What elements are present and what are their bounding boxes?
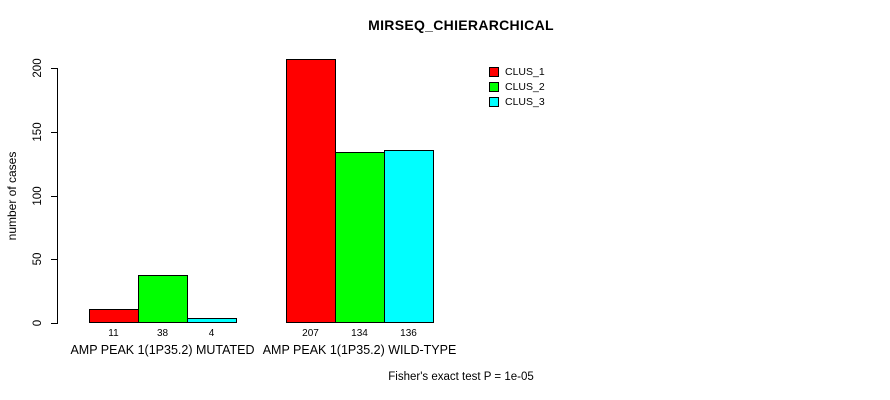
y-tick-200 [51,68,58,69]
bar-value-label-clus_1-group1: 11 [108,328,119,339]
bar-value-label-clus_1-group2: 207 [302,328,319,339]
legend: CLUS_1 CLUS_2 CLUS_3 [489,64,545,109]
chart-title: MIRSEQ_CHIERARCHICAL [368,17,554,33]
footer-annotation: Fisher's exact test P = 1e-05 [388,371,534,383]
y-tick-150 [51,132,58,133]
bar-clus_3-group2 [384,150,434,323]
category-label-group2: AMP PEAK 1(1P35.2) WILD-TYPE [262,343,457,357]
legend-swatch-clus1 [489,66,499,77]
y-tick-label-0: 0 [32,319,44,327]
bar-value-label-clus_3-group1: 4 [208,328,215,339]
bar-value-label-clus_3-group2: 136 [400,328,417,339]
bar-value-label-clus_2-group2: 134 [351,328,368,339]
y-tick-0 [51,323,58,324]
legend-item-clus3: CLUS_3 [489,94,545,109]
bar-value-label-clus_2-group1: 38 [156,328,169,339]
y-tick-label-100: 100 [32,186,44,206]
category-label-group1: AMP PEAK 1(1P35.2) MUTATED [70,343,255,357]
y-tick-label-200: 200 [32,58,44,78]
legend-label-clus1: CLUS_1 [505,65,545,78]
y-axis-label: number of cases [5,151,19,241]
legend-label-clus3: CLUS_3 [505,95,545,108]
y-tick-100 [51,196,58,197]
bar-clus_2-group1 [138,275,188,323]
legend-label-clus2: CLUS_2 [505,80,545,93]
legend-swatch-clus2 [489,81,499,92]
bar-clus_1-group2 [286,59,336,323]
legend-item-clus1: CLUS_1 [489,64,545,79]
legend-item-clus2: CLUS_2 [489,79,545,94]
y-tick-50 [51,259,58,260]
bar-clus_2-group2 [335,152,385,323]
bar-clus_3-group1 [187,318,237,323]
legend-swatch-clus3 [489,96,499,107]
y-tick-label-150: 150 [32,122,44,142]
y-tick-label-50: 50 [32,252,44,266]
bar-clus_1-group1 [89,309,139,323]
